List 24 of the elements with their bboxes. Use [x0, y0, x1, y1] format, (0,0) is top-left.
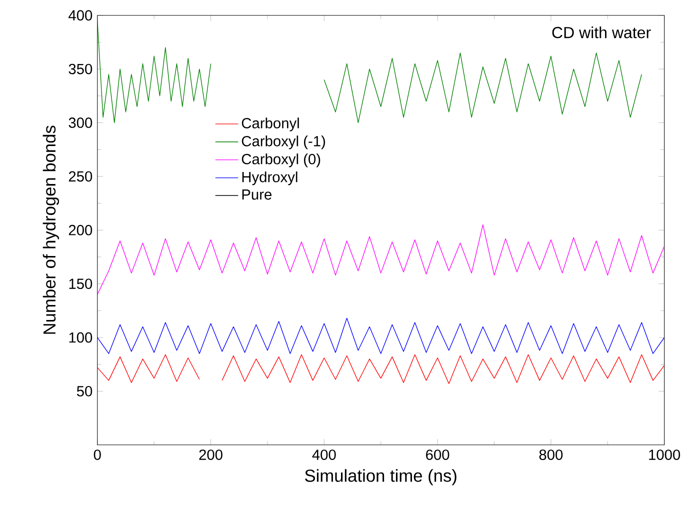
x-tick-label: 600: [426, 449, 450, 460]
annotation: CD with water: [552, 26, 651, 38]
legend-label: Pure: [242, 189, 272, 200]
x-tick-label: 400: [312, 449, 336, 460]
legend-label: Carboxyl (-1): [242, 135, 326, 150]
x-tick-label: 200: [199, 449, 222, 460]
legend-label: Hydroxyl: [242, 171, 298, 186]
line-series: [97, 318, 664, 354]
legend-label: Carbonyl: [242, 117, 299, 132]
y-tick-label: 350: [68, 64, 92, 74]
y-tick-label: 400: [68, 10, 92, 20]
x-axis-title: Simulation time (ns): [305, 469, 456, 486]
x-tick-label: 800: [539, 449, 563, 460]
legend-label: Carboxyl (0): [242, 153, 320, 168]
y-tick-label: 200: [68, 224, 92, 236]
y-tick-label: 250: [68, 171, 92, 182]
x-tick-label: 0: [94, 449, 101, 460]
line-series: [97, 224, 664, 295]
y-tick-label: 300: [68, 117, 92, 128]
y-tick-label: 100: [69, 332, 92, 343]
y-tick-label: 150: [69, 278, 92, 289]
y-tick-label: 50: [76, 386, 92, 396]
x-tick-label: 1000: [649, 449, 680, 460]
y-axis-title: Number of hydrogen bonds: [42, 126, 60, 334]
